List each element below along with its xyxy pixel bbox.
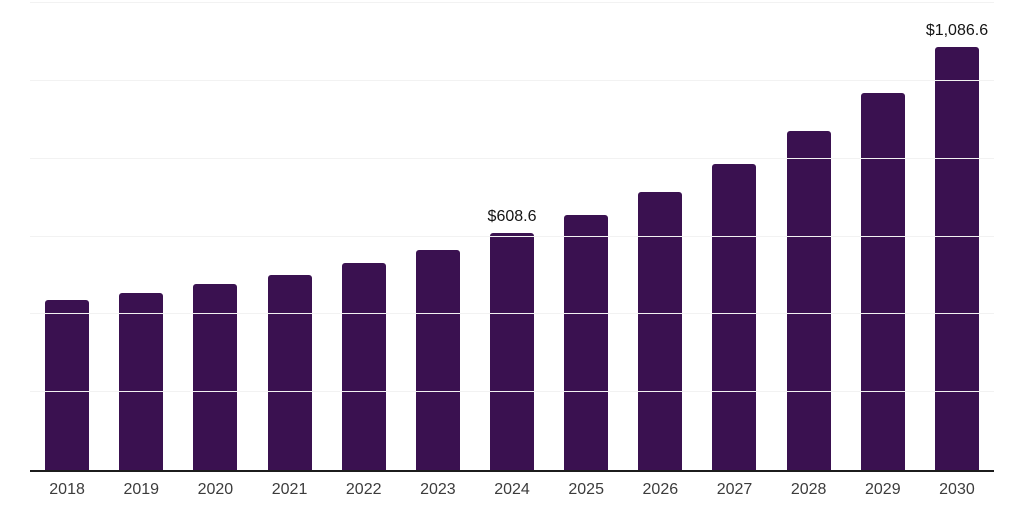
- x-tick-2026: 2026: [642, 481, 679, 498]
- bar-2026: [638, 191, 683, 470]
- plot-area: $608.6 $1,086.6: [30, 2, 994, 472]
- bar-value-label-2024: $608.6: [487, 208, 537, 226]
- x-tick-2024: 2024: [494, 481, 530, 498]
- band-2019: [104, 3, 178, 470]
- bar-2018: [45, 299, 90, 470]
- band-2020: [178, 3, 252, 470]
- x-tick-2025: 2025: [568, 481, 604, 498]
- band-2022: [327, 3, 401, 470]
- bar-2025: [564, 214, 609, 470]
- band-2021: [252, 3, 326, 470]
- band-2028: [772, 3, 846, 470]
- band-2025: [549, 3, 623, 470]
- gridline-1000: [30, 79, 994, 81]
- band-2030: $1,086.6: [920, 3, 994, 470]
- bar-value-label-2030: $1,086.6: [925, 22, 989, 40]
- x-tick-2027: 2027: [716, 481, 753, 498]
- bar-2020: [193, 283, 238, 470]
- gridline-600: [30, 235, 994, 237]
- bar-2021: [267, 275, 312, 470]
- band-2023: [401, 3, 475, 470]
- band-2024: $608.6: [475, 3, 549, 470]
- x-tick-2030: 2030: [939, 481, 975, 498]
- gridline-800: [30, 157, 994, 159]
- bar-2027: [712, 164, 757, 470]
- bar-2024: [490, 233, 535, 470]
- x-axis-labels: 2018 2019 2020 2021 2022 2023 2024 2025 2026 2027…: [30, 482, 994, 498]
- bar-2029: [860, 92, 905, 470]
- band-2027: [697, 3, 771, 470]
- bar-2028: [786, 131, 831, 470]
- x-tick-2023: 2023: [420, 481, 456, 498]
- bar-2023: [415, 250, 460, 470]
- x-tick-2020: 2020: [197, 481, 234, 498]
- gridline-400: [30, 313, 994, 315]
- bar-2022: [341, 262, 386, 470]
- x-tick-2029: 2029: [865, 481, 901, 498]
- bar-series: $608.6 $1,086.6: [30, 3, 994, 470]
- gridline-1200: [30, 2, 994, 3]
- x-tick-2018: 2018: [49, 481, 85, 498]
- band-2026: [623, 3, 697, 470]
- x-tick-2019: 2019: [123, 481, 160, 498]
- x-tick-2021: 2021: [271, 481, 308, 498]
- gridline-200: [30, 391, 994, 393]
- bar-2019: [119, 292, 164, 470]
- band-2029: [846, 3, 920, 470]
- x-tick-2028: 2028: [790, 481, 827, 498]
- band-2018: [30, 3, 104, 470]
- bar-2030: [934, 47, 979, 470]
- x-tick-2022: 2022: [345, 481, 382, 498]
